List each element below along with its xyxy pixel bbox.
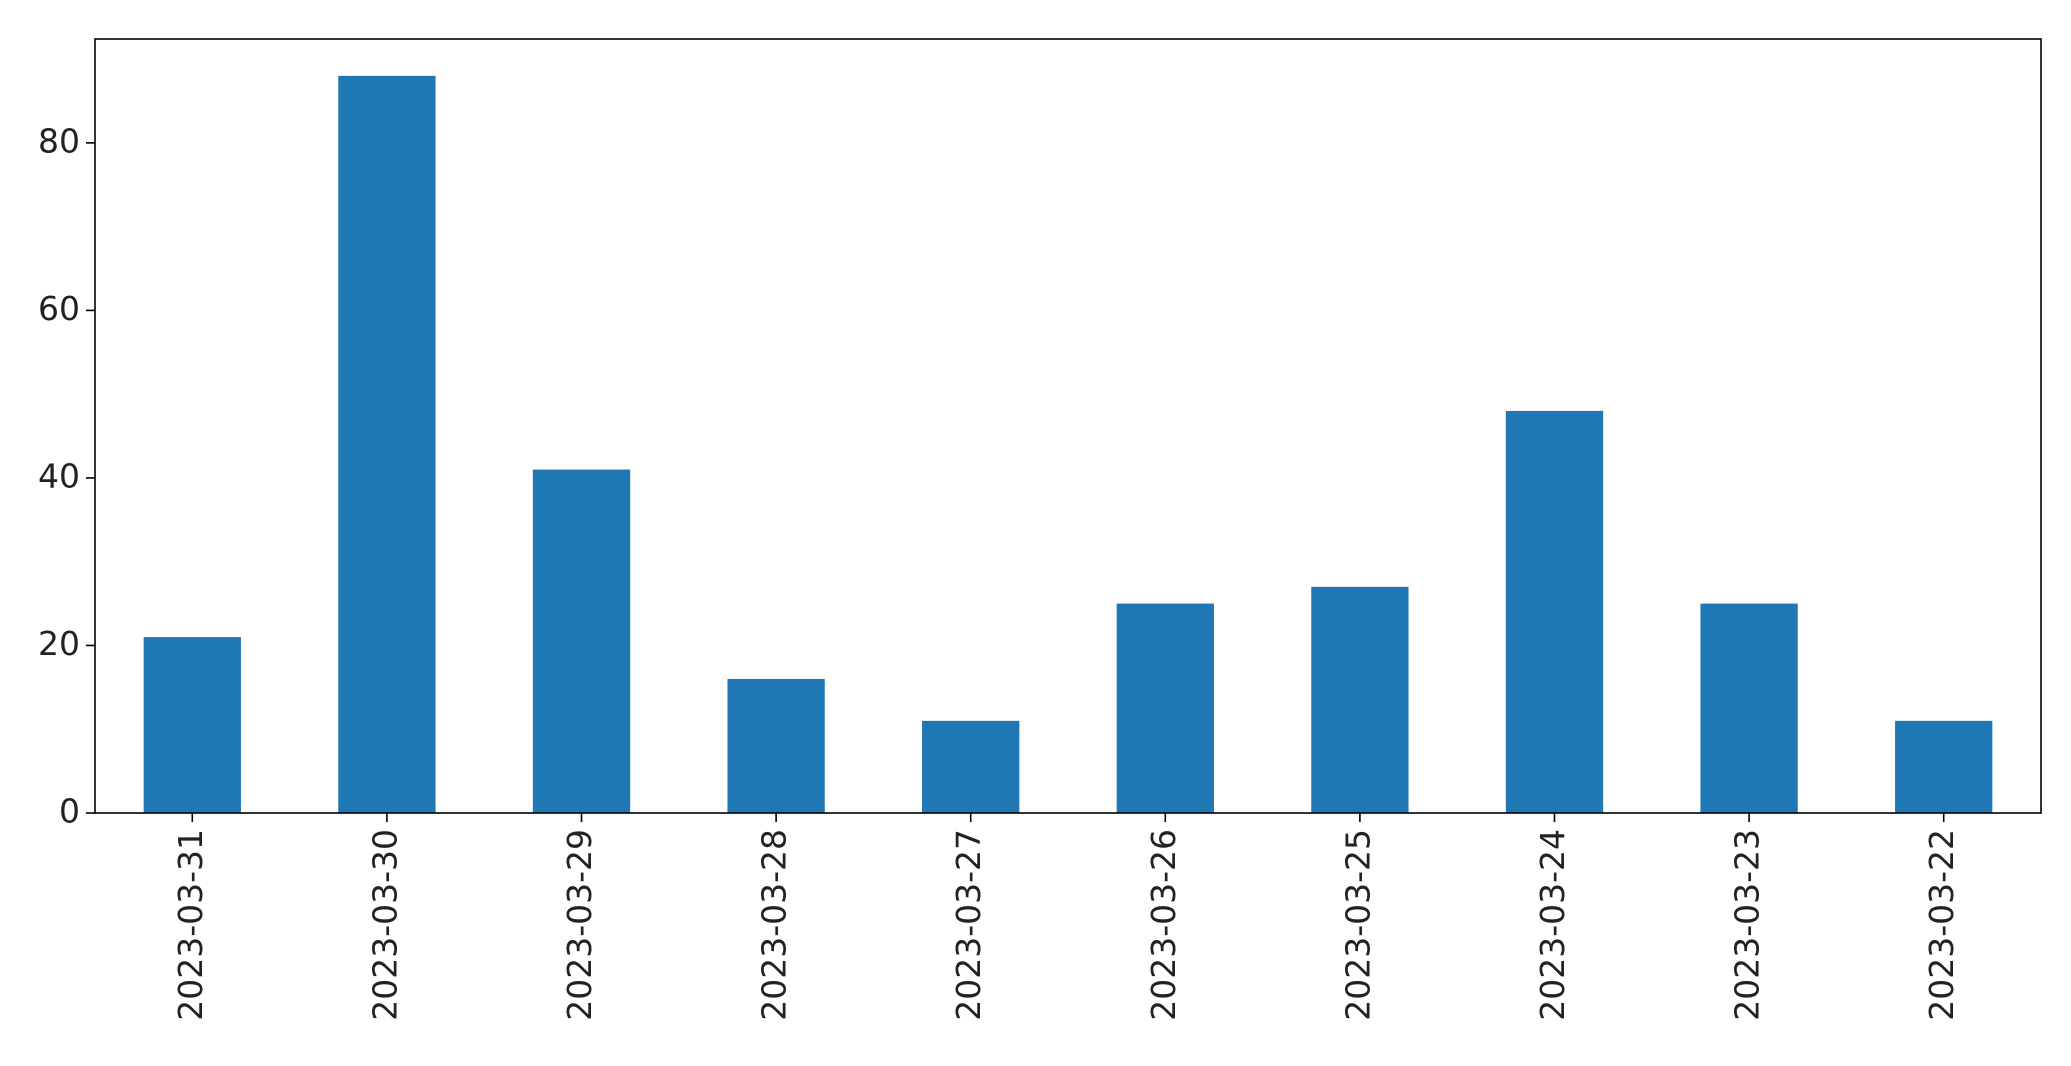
x-tick-label: 2023-03-25 xyxy=(1338,829,1377,1021)
y-tick-label: 20 xyxy=(38,624,80,663)
x-tick-label: 2023-03-23 xyxy=(1728,829,1767,1021)
bar-2023-03-25 xyxy=(1311,586,1409,813)
x-tick-label: 2023-03-30 xyxy=(365,829,404,1021)
plot-frame xyxy=(94,38,2042,814)
y-axis: 0 20 40 60 80 xyxy=(38,121,95,831)
bar-2023-03-30 xyxy=(338,75,436,814)
y-tick-label: 40 xyxy=(38,456,80,495)
x-tick-label: 2023-03-24 xyxy=(1533,829,1572,1021)
x-tick-label: 2023-03-28 xyxy=(755,829,794,1021)
bar-2023-03-31 xyxy=(143,637,241,813)
bar-2023-03-27 xyxy=(922,720,1020,813)
bar-2023-03-23 xyxy=(1700,603,1798,813)
x-tick-label: 2023-03-31 xyxy=(171,829,210,1021)
x-tick-label: 2023-03-26 xyxy=(1144,829,1183,1021)
bars-group xyxy=(143,75,1993,814)
bar-2023-03-26 xyxy=(1116,603,1214,813)
x-axis: 2023-03-31 2023-03-30 2023-03-29 2023-03-28… xyxy=(171,813,1961,1021)
y-tick-label: 80 xyxy=(38,121,80,160)
bar-2023-03-22 xyxy=(1895,720,1993,813)
bar-2023-03-28 xyxy=(727,678,825,813)
x-tick-label: 2023-03-27 xyxy=(949,829,988,1021)
bar-2023-03-24 xyxy=(1505,410,1604,813)
y-tick-label: 0 xyxy=(59,792,80,831)
y-tick-label: 60 xyxy=(38,289,80,328)
x-tick-label: 2023-03-29 xyxy=(560,829,599,1021)
bar-2023-03-29 xyxy=(532,469,631,813)
x-tick-label: 2023-03-22 xyxy=(1922,829,1961,1021)
